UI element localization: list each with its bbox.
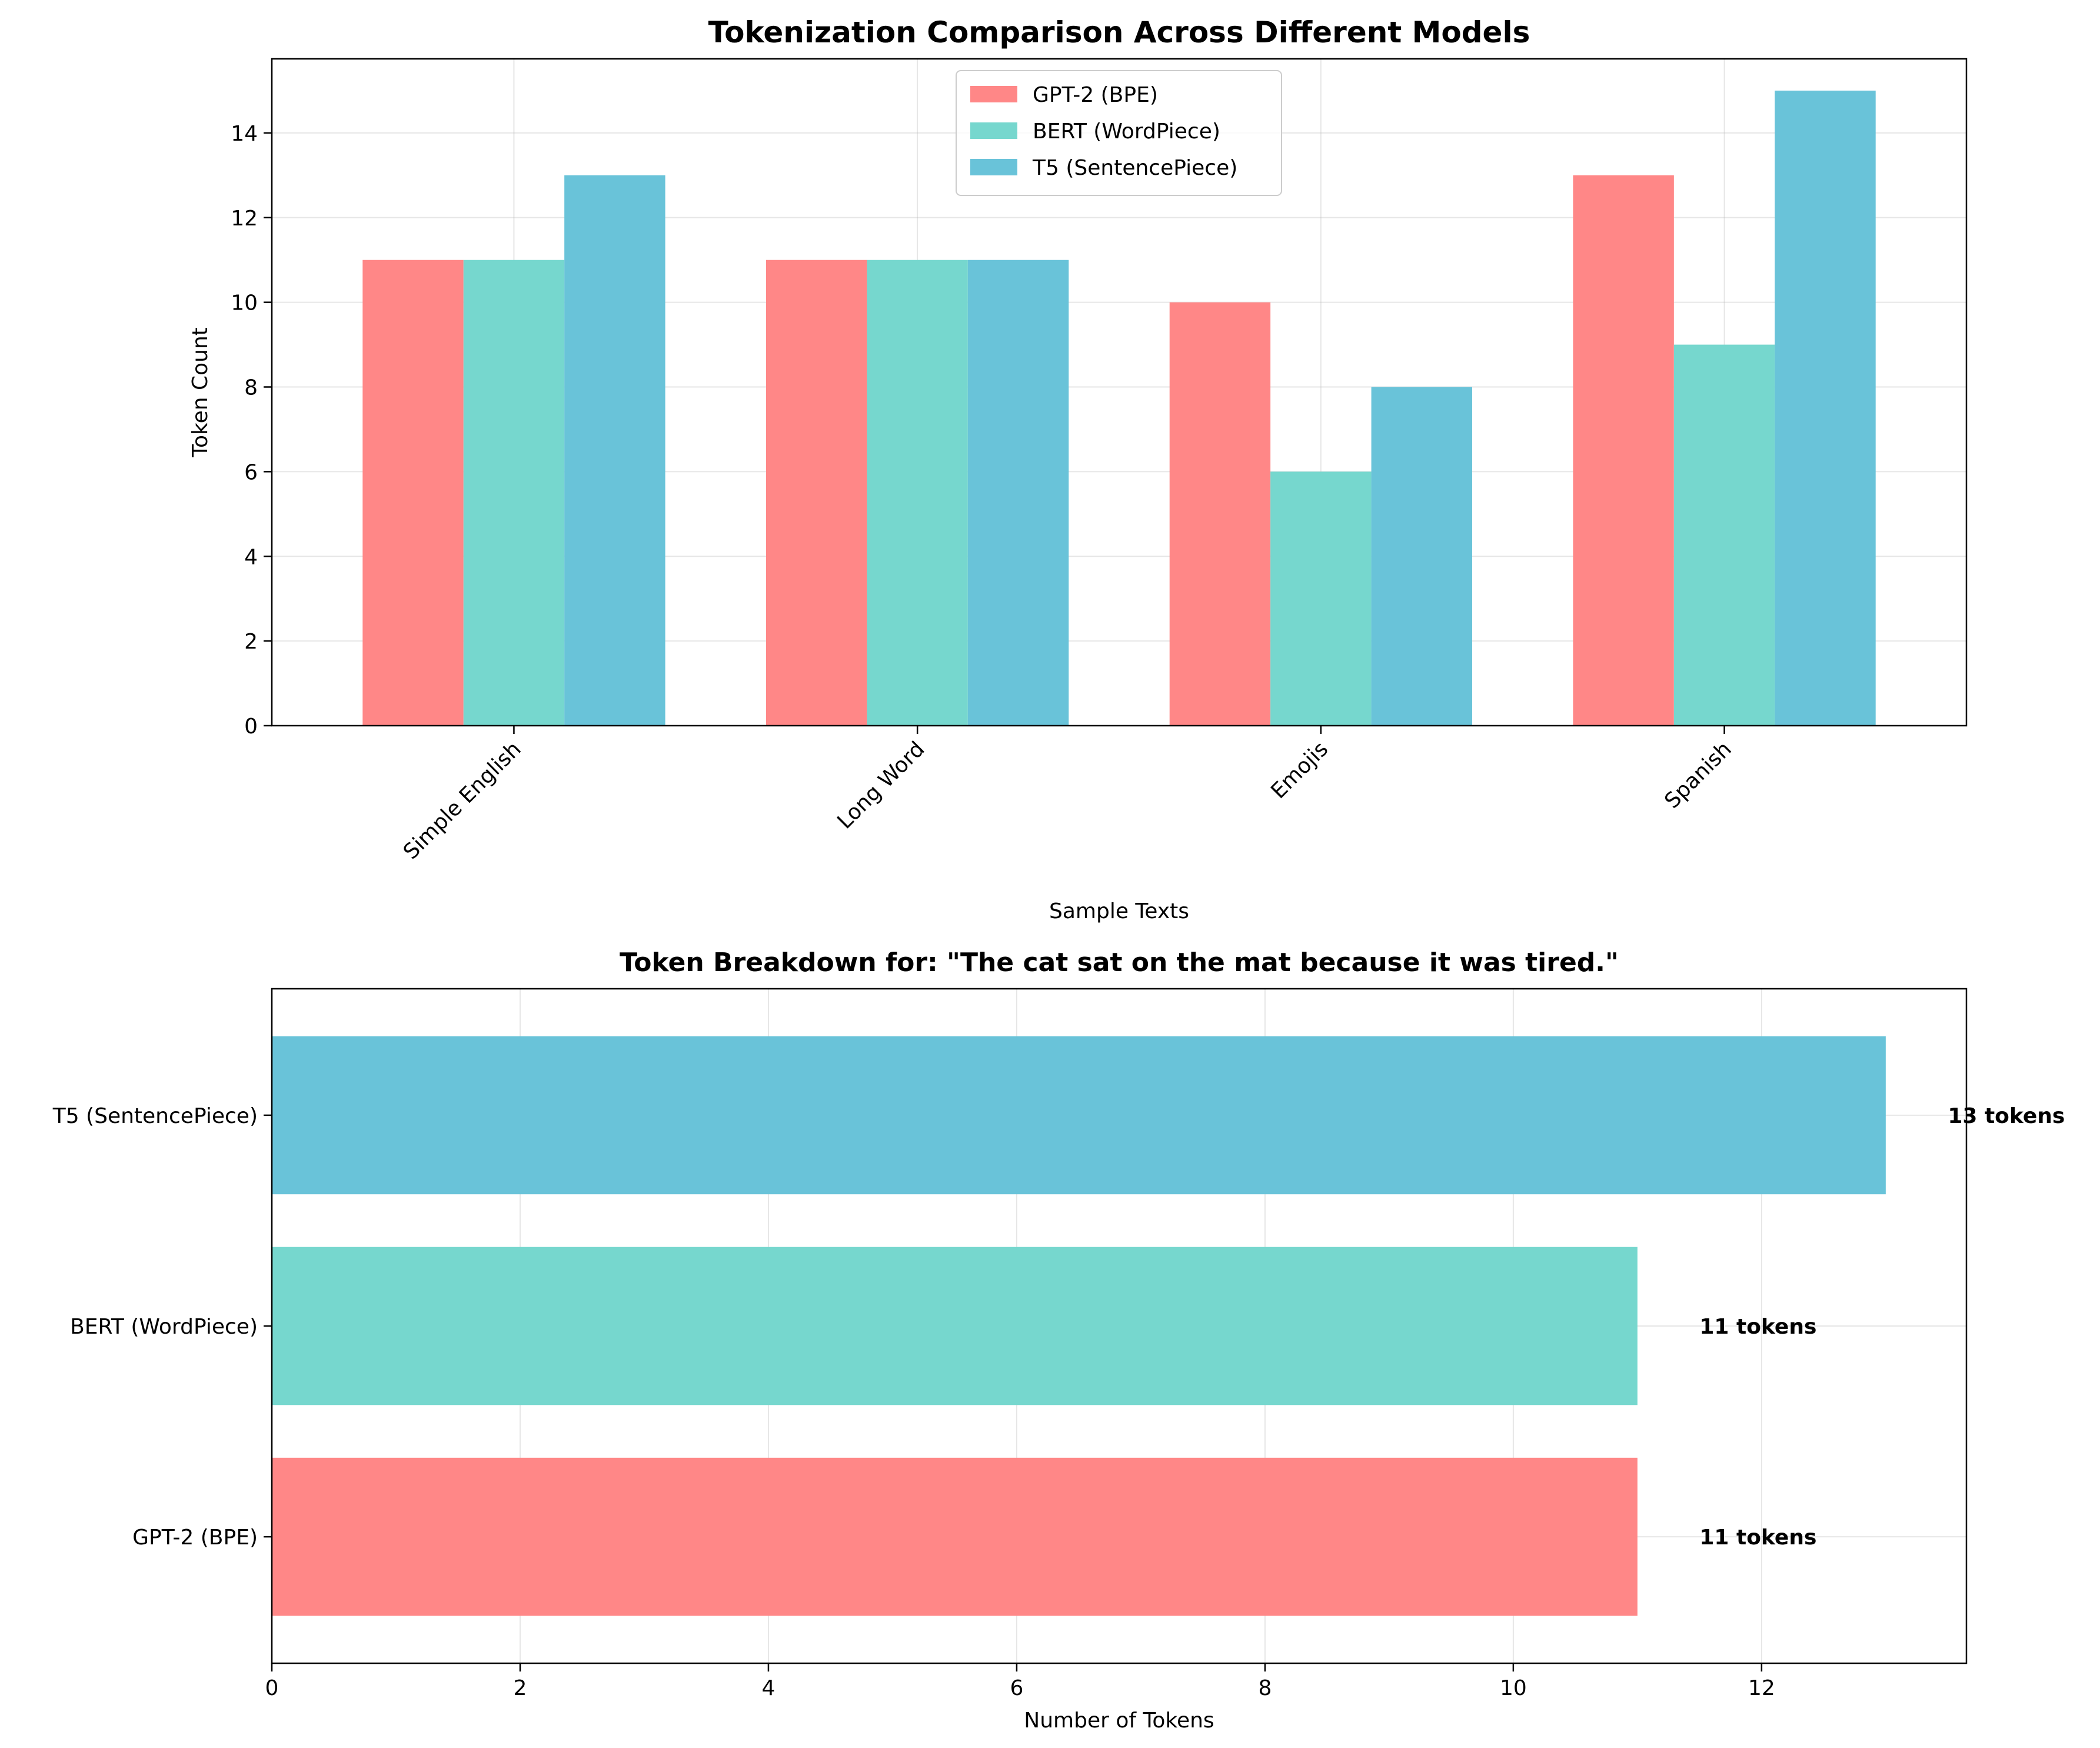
y-tick-label: GPT-2 (BPE) [132, 1526, 258, 1550]
x-tick-label: 4 [762, 1676, 776, 1700]
y-tick-label: 10 [231, 291, 258, 315]
x-axis-label: Sample Texts [1049, 899, 1189, 923]
y-tick-label: 14 [231, 122, 258, 146]
bar-gpt-2-bpe-spanish [1573, 175, 1674, 726]
x-tick-label: 2 [514, 1676, 527, 1700]
bar-bert-wordpiece-emojis [1270, 471, 1372, 726]
x-tick-label: 8 [1258, 1676, 1272, 1700]
bar-bert-wordpiece-long-word [867, 260, 968, 726]
legend-label-t5-sentencepiece: T5 (SentencePiece) [1032, 156, 1237, 180]
y-tick-label: BERT (WordPiece) [70, 1315, 258, 1339]
legend: GPT-2 (BPE) BERT (WordPiece) T5 (SentenceP… [956, 70, 1282, 196]
bar-gpt-2-bpe [272, 1457, 1638, 1616]
x-tick-label: Long Word [833, 737, 929, 833]
legend-label-bert-wordpiece: BERT (WordPiece) [1033, 119, 1220, 144]
data-label-t5-sentencepiece: 13 tokens [1948, 1104, 2065, 1128]
horizontal-bar-chart: Token Breakdown for: "The cat sat on the… [52, 948, 2065, 1733]
x-axis-ticks: 0 2 4 6 8 10 12 [265, 1663, 1775, 1700]
bar-t5-sentencepiece-spanish [1775, 90, 1876, 726]
bar-gpt-2-bpe-emojis [1169, 302, 1271, 726]
bars [362, 90, 1876, 726]
y-axis-ticks: GPT-2 (BPE) BERT (WordPiece) T5 (SentenceP… [52, 1104, 272, 1550]
y-tick-label: 8 [244, 376, 258, 400]
bar-bert-wordpiece-simple-english [463, 260, 565, 726]
y-tick-label: 6 [244, 460, 258, 484]
y-tick-label: 2 [244, 630, 258, 654]
chart-title: Tokenization Comparison Across Different… [708, 15, 1530, 49]
x-tick-label: 12 [1748, 1676, 1775, 1700]
x-axis-ticks: Simple English Long Word Emojis Spanish [399, 726, 1736, 864]
y-tick-label: T5 (SentencePiece) [52, 1104, 258, 1128]
bar-t5-sentencepiece-long-word [967, 260, 1069, 726]
grouped-bar-chart: Tokenization Comparison Across Different… [188, 15, 1968, 923]
x-tick-label: 0 [265, 1676, 279, 1700]
bar-gpt-2-bpe-long-word [766, 260, 867, 726]
data-labels: 11 tokens 11 tokens 13 tokens [1699, 1104, 2065, 1550]
chart-title: Token Breakdown for: "The cat sat on the… [620, 948, 1619, 978]
bar-gpt-2-bpe-simple-english [362, 260, 464, 726]
bar-t5-sentencepiece-simple-english [564, 175, 665, 726]
legend-label-gpt-2-bpe: GPT-2 (BPE) [1033, 83, 1158, 107]
bar-t5-sentencepiece [272, 1036, 1886, 1195]
x-tick-label: 6 [1010, 1676, 1023, 1700]
y-axis-ticks: 0 2 4 6 8 10 12 14 [231, 122, 272, 739]
legend-box [956, 70, 1282, 196]
y-tick-label: 4 [244, 545, 258, 569]
x-tick-label: Emojis [1266, 737, 1333, 803]
y-axis-label: Token Count [188, 327, 212, 458]
legend-swatch-gpt-2-bpe [970, 86, 1017, 102]
x-tick-label: Spanish [1660, 737, 1736, 813]
data-label-bert-wordpiece: 11 tokens [1699, 1315, 1816, 1339]
bar-t5-sentencepiece-emojis [1371, 387, 1472, 726]
bar-bert-wordpiece [272, 1247, 1638, 1405]
x-tick-label: Simple English [399, 737, 526, 864]
bars [272, 1036, 1886, 1616]
bar-bert-wordpiece-spanish [1673, 344, 1775, 726]
plot-frame [271, 988, 1968, 1664]
y-tick-label: 0 [244, 715, 258, 739]
legend-swatch-t5-sentencepiece [970, 159, 1017, 175]
legend-swatch-bert-wordpiece [970, 122, 1017, 139]
x-axis-label: Number of Tokens [1024, 1709, 1214, 1733]
y-tick-label: 12 [231, 207, 258, 231]
plot-frame [271, 58, 1968, 727]
x-tick-label: 10 [1500, 1676, 1527, 1700]
data-label-gpt-2-bpe: 11 tokens [1699, 1526, 1816, 1550]
